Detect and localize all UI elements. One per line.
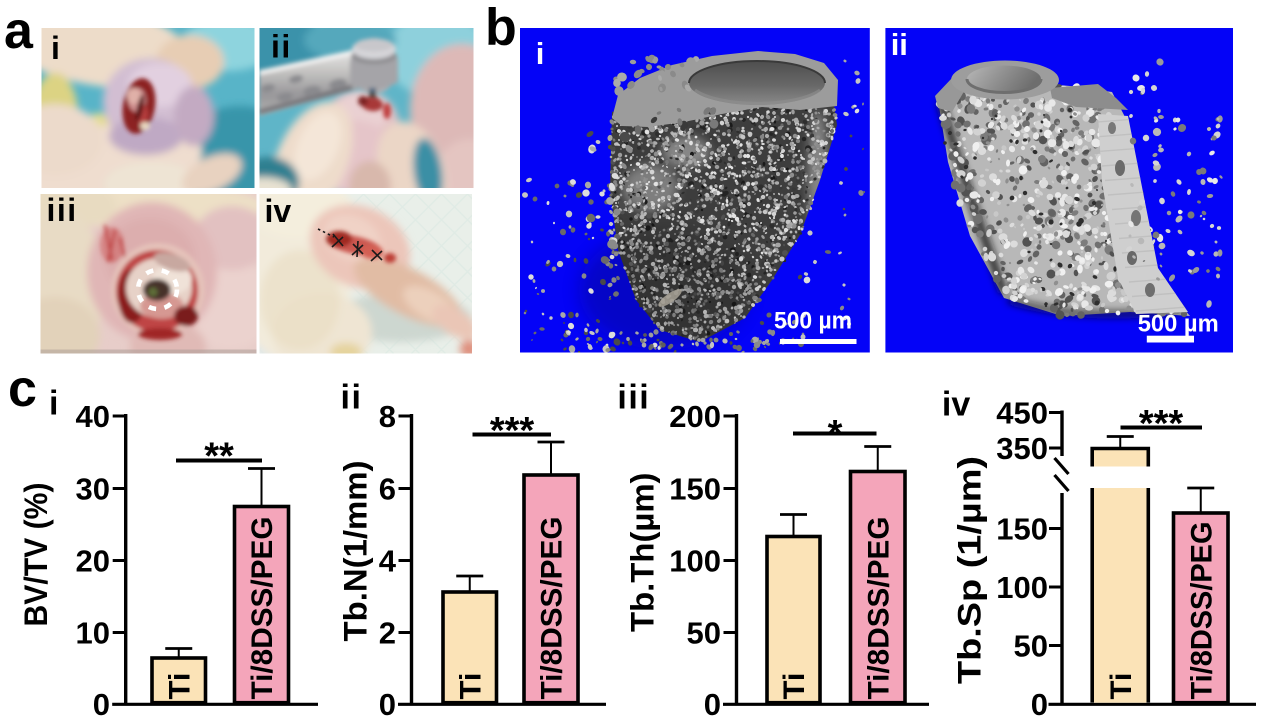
svg-text:450: 450 <box>996 396 1048 431</box>
svg-text:***: *** <box>1139 403 1184 445</box>
svg-text:BV/TV (%): BV/TV (%) <box>18 483 54 627</box>
svg-text:Ti: Ti <box>778 673 811 700</box>
svg-text:Ti/8DSS/PEG: Ti/8DSS/PEG <box>246 517 279 700</box>
svg-text:10: 10 <box>76 616 110 651</box>
svg-text:a: a <box>4 2 34 60</box>
svg-text:40: 40 <box>76 399 110 434</box>
svg-text:0: 0 <box>1031 687 1048 722</box>
svg-text:Ti/8DSS/PEG: Ti/8DSS/PEG <box>536 517 569 700</box>
svg-text:50: 50 <box>687 616 721 651</box>
svg-text:Ti: Ti <box>1105 673 1138 700</box>
svg-text:4: 4 <box>379 544 397 579</box>
svg-text:ii: ii <box>271 29 292 65</box>
svg-text:0: 0 <box>379 687 396 722</box>
svg-text:*: * <box>828 413 843 455</box>
svg-text:***: *** <box>490 410 535 452</box>
svg-text:20: 20 <box>76 544 110 579</box>
svg-text:i: i <box>51 30 60 66</box>
svg-text:Ti: Ti <box>454 673 487 700</box>
svg-text:iv: iv <box>942 386 970 424</box>
svg-text:iii: iii <box>47 192 78 228</box>
svg-text:100: 100 <box>996 570 1048 605</box>
svg-text:ii: ii <box>891 27 908 62</box>
svg-text:2: 2 <box>379 616 396 651</box>
svg-text:0: 0 <box>93 687 110 722</box>
svg-text:Ti/8DSS/PEG: Ti/8DSS/PEG <box>862 517 895 700</box>
svg-text:150: 150 <box>996 512 1048 547</box>
svg-text:8: 8 <box>379 399 396 434</box>
svg-text:150: 150 <box>669 472 721 507</box>
svg-text:iii: iii <box>617 379 650 417</box>
svg-text:350: 350 <box>996 431 1048 466</box>
svg-text:i: i <box>536 36 545 71</box>
svg-text:b: b <box>485 0 517 57</box>
svg-text:Tb.N(1/mm): Tb.N(1/mm) <box>338 461 374 642</box>
svg-text:100: 100 <box>669 544 721 579</box>
svg-text:i: i <box>49 385 58 423</box>
svg-text:30: 30 <box>76 472 110 507</box>
svg-text:**: ** <box>204 436 234 478</box>
svg-text:500 µm: 500 µm <box>774 307 852 334</box>
svg-text:200: 200 <box>669 399 721 434</box>
svg-text:50: 50 <box>1014 629 1048 664</box>
svg-text:0: 0 <box>704 687 721 722</box>
svg-text:Tb.Sp (1/µm): Tb.Sp (1/µm) <box>952 456 988 684</box>
svg-text:Ti/8DSS/PEG: Ti/8DSS/PEG <box>1185 522 1218 700</box>
svg-text:6: 6 <box>379 472 396 507</box>
svg-text:Tb.Th(µm): Tb.Th(µm) <box>625 473 661 633</box>
svg-text:c: c <box>8 360 37 418</box>
svg-text:iv: iv <box>265 193 292 229</box>
svg-text:ii: ii <box>341 379 363 417</box>
svg-text:500 µm: 500 µm <box>1138 310 1219 337</box>
svg-text:Ti: Ti <box>163 673 196 700</box>
